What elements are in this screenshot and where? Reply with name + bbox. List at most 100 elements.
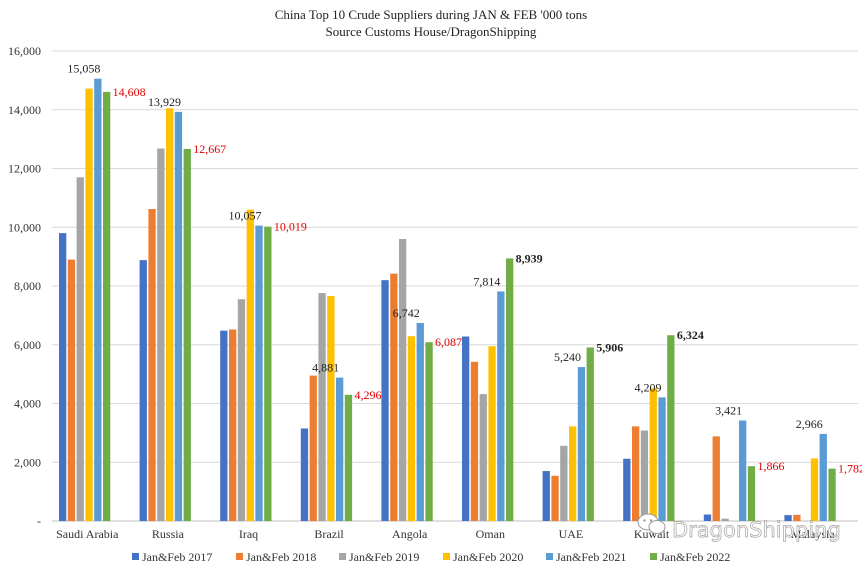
data-label: 5,240: [554, 350, 581, 364]
bar: [309, 375, 317, 521]
legend-label: Jan&Feb 2021: [556, 550, 626, 564]
x-tick-label: Saudi Arabia: [56, 527, 119, 541]
y-tick-label: 12,000: [8, 162, 41, 176]
bar: [649, 388, 657, 521]
bar: [94, 78, 102, 522]
legend-swatch: [650, 553, 657, 560]
bar: [747, 466, 756, 521]
bar: [569, 426, 577, 521]
data-label: 4,209: [635, 380, 662, 394]
bar: [148, 209, 156, 522]
y-tick-label: 14,000: [8, 103, 41, 117]
watermark: DragonShipping: [637, 513, 841, 542]
bar: [300, 428, 309, 521]
data-label: 8,939: [516, 251, 543, 265]
x-tick-label: Brazil: [314, 527, 344, 541]
y-tick-label: -: [37, 514, 41, 528]
bar: [828, 468, 836, 521]
bar: [246, 209, 254, 522]
y-axis-ticks: - 2,000 4,000 6,000 8,000 10,000 12,000 14,000 1…: [8, 44, 41, 528]
bar: [327, 295, 335, 521]
bar: [667, 335, 675, 521]
x-tick-label: Malaysia: [791, 527, 836, 541]
legend-swatch: [236, 553, 243, 560]
bar: [658, 397, 666, 521]
chart-title: China Top 10 Crude Suppliers during JAN …: [275, 7, 587, 22]
legend: Jan&Feb 2017 Jan&Feb 2018 Jan&Feb 2019 Jan&…: [132, 550, 730, 564]
bar: [237, 299, 246, 521]
bar: [560, 445, 568, 521]
data-label: 7,814: [473, 274, 500, 288]
bar: [139, 260, 147, 521]
bar: [407, 336, 416, 521]
legend-swatch: [443, 553, 450, 560]
legend-swatch: [546, 553, 553, 560]
bar: [542, 471, 550, 521]
bar: [712, 436, 720, 521]
legend-label: Jan&Feb 2022: [660, 550, 730, 564]
bar: [390, 273, 398, 521]
data-label: 5,906: [596, 341, 623, 355]
bar: [264, 226, 272, 521]
bar: [103, 91, 111, 521]
data-label: 3,421: [715, 404, 742, 418]
data-label: 6,087: [435, 335, 462, 349]
x-tick-label: Oman: [476, 527, 505, 541]
bar: [632, 426, 640, 521]
bar: [497, 291, 505, 521]
y-tick-label: 16,000: [8, 44, 41, 58]
data-label: 6,742: [393, 306, 420, 320]
data-label: 13,929: [148, 95, 181, 109]
data-label: 4,881: [312, 361, 339, 375]
bar: [506, 258, 514, 521]
wechat-icon: [637, 513, 666, 534]
y-tick-label: 2,000: [14, 455, 41, 469]
bar: [551, 475, 559, 521]
bar: [59, 233, 67, 522]
x-tick-label: Iraq: [239, 527, 258, 541]
y-tick-label: 10,000: [8, 220, 41, 234]
chart-subtitle: Source Customs House/DragonShipping: [326, 24, 537, 39]
bar: [255, 225, 263, 521]
bar: [577, 367, 586, 521]
bars: [59, 78, 836, 522]
data-label: 10,057: [229, 209, 262, 223]
bar: [399, 239, 407, 521]
bar: [157, 148, 165, 521]
bar: [479, 394, 487, 521]
bar: [381, 280, 389, 522]
legend-label: Jan&Feb 2018: [246, 550, 316, 564]
x-tick-label: Russia: [152, 527, 185, 541]
bar: [586, 347, 594, 521]
data-label: 14,608: [113, 85, 146, 99]
y-tick-label: 8,000: [14, 279, 41, 293]
y-tick-label: 6,000: [14, 338, 41, 352]
legend-swatch: [339, 553, 346, 560]
bar: [470, 361, 479, 521]
legend-label: Jan&Feb 2020: [453, 550, 523, 564]
bar: [85, 88, 93, 521]
bar: [703, 514, 712, 521]
bar: [336, 377, 344, 521]
bar: [183, 148, 191, 521]
bar: [67, 259, 76, 521]
bar: [344, 394, 353, 521]
legend-label: Jan&Feb 2017: [142, 550, 212, 564]
bar: [462, 336, 470, 521]
bar: [640, 430, 649, 521]
data-label: 15,058: [67, 62, 100, 76]
bar: [810, 458, 819, 521]
data-label: 1,782: [838, 462, 862, 476]
watermark-text: DragonShipping: [672, 518, 841, 542]
legend-label: Jan&Feb 2019: [349, 550, 419, 564]
bar: [229, 329, 237, 521]
bar: [784, 515, 792, 522]
data-label: 12,667: [193, 142, 226, 156]
data-label: 4,296: [354, 388, 381, 402]
bar: [819, 433, 827, 521]
x-tick-label: Angola: [392, 527, 428, 541]
legend-swatch: [132, 553, 139, 560]
bar: [721, 518, 729, 521]
